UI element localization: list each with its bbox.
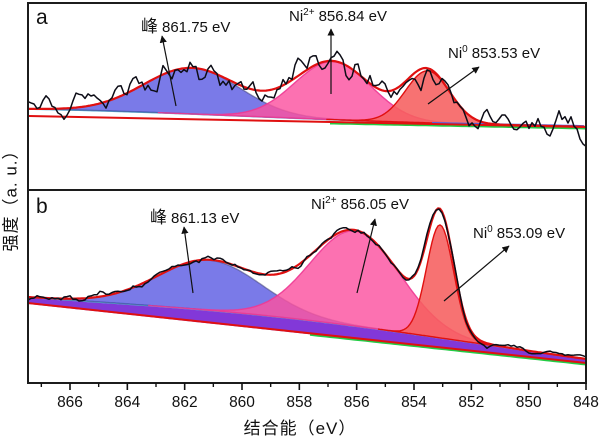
peak-annotation-ni0-a: Ni0 853.53 eV xyxy=(448,44,541,63)
x-tick-label-864: 864 xyxy=(114,394,140,411)
fit-envelope-a xyxy=(29,59,585,128)
annotation-arrow-7 xyxy=(443,245,510,302)
peak-annotation-satellite-b: 峰 861.13 eV xyxy=(150,203,239,228)
peak-annotation-species: Ni xyxy=(448,45,463,62)
panel-label-a: a xyxy=(36,6,48,29)
peak-fill-ni0-a xyxy=(326,70,529,127)
peak-annotation-ni2+-b: Ni2+ 856.05 eV xyxy=(311,195,409,214)
peak-annotation-energy: 856.05 eV xyxy=(340,196,409,213)
green-baseline-b xyxy=(309,333,585,366)
x-tick-label-848: 848 xyxy=(573,394,599,411)
spectrum-panel-b xyxy=(29,207,585,366)
peak-annotation-energy: 861.75 eV xyxy=(162,19,231,36)
fit-baseline-b xyxy=(29,302,585,364)
peak-annotation-ni0-b: Ni0 853.09 eV xyxy=(473,224,566,243)
peak-annotation-energy: 853.53 eV xyxy=(471,45,541,62)
peak-annotation-energy: 856.84 eV xyxy=(318,8,387,25)
peak-annotation-species: Ni xyxy=(289,8,304,25)
peak-annotation-charge: 2+ xyxy=(303,7,315,18)
peak-annotation-charge: 0 xyxy=(462,44,468,55)
peak-annotation-species: Ni xyxy=(311,196,326,213)
plot-border xyxy=(27,2,587,384)
x-tick-label-862: 862 xyxy=(172,394,198,411)
annotation-arrow-2 xyxy=(159,35,177,107)
x-axis-title: 结合能（eV） xyxy=(243,419,357,438)
spectrum-panel-a xyxy=(29,50,585,147)
annotation-arrow-6 xyxy=(356,218,377,294)
peak-annotation-species: Ni xyxy=(473,225,488,242)
peak-annotation-energy: 861.13 eV xyxy=(171,210,240,227)
y-axis-title: 强度（a. u.） xyxy=(1,141,21,252)
peak-annotation-satellite-a: 峰 861.75 eV xyxy=(141,12,230,37)
raw-spectrum-b xyxy=(29,208,585,358)
x-tick-label-860: 860 xyxy=(229,394,255,411)
x-tick-label-854: 854 xyxy=(401,394,427,411)
peak-annotation-species: 峰 xyxy=(150,208,167,227)
x-tick-label-850: 850 xyxy=(516,394,542,411)
peak-annotation-energy: 853.09 eV xyxy=(496,225,566,242)
peak-annotation-charge: 2+ xyxy=(325,195,337,206)
x-tick-label-852: 852 xyxy=(458,394,484,411)
x-tick-label-856: 856 xyxy=(344,394,370,411)
annotation-arrow-4 xyxy=(427,66,480,105)
annotation-arrow-5 xyxy=(181,226,194,294)
peak-annotation-species: 峰 xyxy=(141,17,158,36)
panel-label-b: b xyxy=(36,195,48,218)
fit-baseline-a xyxy=(29,115,585,128)
x-tick-label-866: 866 xyxy=(57,394,83,411)
peak-annotation-charge: 0 xyxy=(487,224,493,235)
x-tick-label-858: 858 xyxy=(286,394,312,411)
raw-spectrum-a xyxy=(29,50,585,147)
peak-annotation-ni2+-a: Ni2+ 856.84 eV xyxy=(289,7,387,26)
